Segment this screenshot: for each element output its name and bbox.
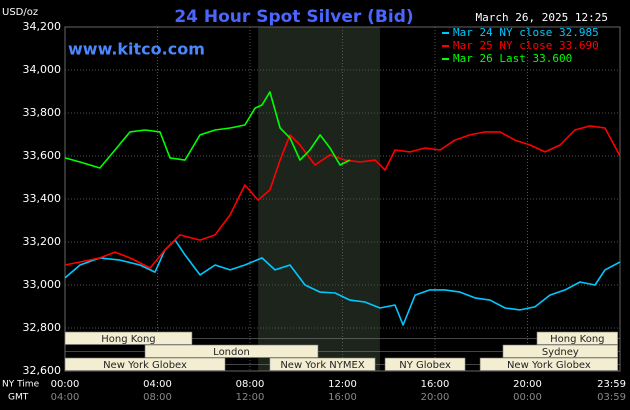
- session-bar: [536, 331, 618, 345]
- y-tick-label: 33,200: [23, 235, 62, 248]
- x-tick-label: 08:00: [236, 379, 265, 390]
- session-bar: [384, 357, 466, 371]
- session-label: New York Globex: [507, 360, 591, 371]
- y-tick-label: 34,000: [23, 63, 62, 76]
- gmt-tick-label: 20:00: [421, 392, 450, 403]
- plot-frame: [64, 26, 621, 372]
- gmt-tick-label: 12:00: [236, 392, 265, 403]
- legend-label: Mar 24 NY close 32.985: [453, 26, 599, 39]
- x-tick-label: 20:00: [513, 379, 542, 390]
- price-line: [64, 91, 351, 169]
- y-tick-label: 33,800: [23, 106, 62, 119]
- session-label: New York Globex: [103, 360, 187, 371]
- gmt-tick-label: 04:00: [51, 392, 80, 403]
- gmt-tick-label: 00:00: [513, 392, 542, 403]
- x-tick-label: 23:59: [597, 379, 626, 390]
- y-tick-label: 33,000: [23, 278, 62, 291]
- x-tick-label: 04:00: [143, 379, 172, 390]
- timestamp: March 26, 2025 12:25: [476, 11, 608, 24]
- y-tick-label: 33,400: [23, 192, 62, 205]
- session-bar: [64, 357, 226, 371]
- price-line: [64, 125, 621, 269]
- highlight-band: [258, 27, 380, 371]
- unit-label: USD/oz: [2, 7, 38, 18]
- session-bar: [502, 344, 618, 358]
- plot-area: 32,600 32,800 33,000 33,200 33,400 33,600 33,8…: [23, 20, 627, 403]
- session-bar: [144, 344, 319, 358]
- session-label: Hong Kong: [550, 334, 604, 345]
- session-label: NY Globex: [399, 360, 451, 371]
- session-label: London: [213, 347, 250, 358]
- gmt-tick-label: 03:59: [597, 392, 626, 403]
- chart-title: 24 Hour Spot Silver (Bid): [174, 7, 413, 27]
- session-label: Sydney: [542, 347, 579, 358]
- x-tick-label: 00:00: [51, 379, 80, 390]
- legend-label: Mar 25 NY close 33.690: [453, 39, 599, 52]
- session-bar: [269, 357, 376, 371]
- x-row-label: NY Time: [2, 380, 40, 390]
- y-tick-label: 34,200: [23, 20, 62, 33]
- y-tick-label: 32,600: [23, 364, 62, 377]
- gmt-tick-label: 16:00: [328, 392, 357, 403]
- session-bar: [64, 331, 193, 345]
- gmt-tick-label: 08:00: [143, 392, 172, 403]
- session-bar: [479, 357, 618, 371]
- session-label: New York NYMEX: [280, 360, 365, 371]
- legend-label: Mar 26 Last 33.600: [453, 52, 572, 65]
- session-label: Hong Kong: [101, 334, 155, 345]
- gmt-row-label: GMT: [8, 393, 29, 403]
- y-tick-label: 32,800: [23, 321, 62, 334]
- site-label: www.kitco.com: [68, 40, 205, 59]
- x-tick-label: 16:00: [421, 379, 450, 390]
- y-tick-label: 33,600: [23, 149, 62, 162]
- x-tick-label: 12:00: [328, 379, 357, 390]
